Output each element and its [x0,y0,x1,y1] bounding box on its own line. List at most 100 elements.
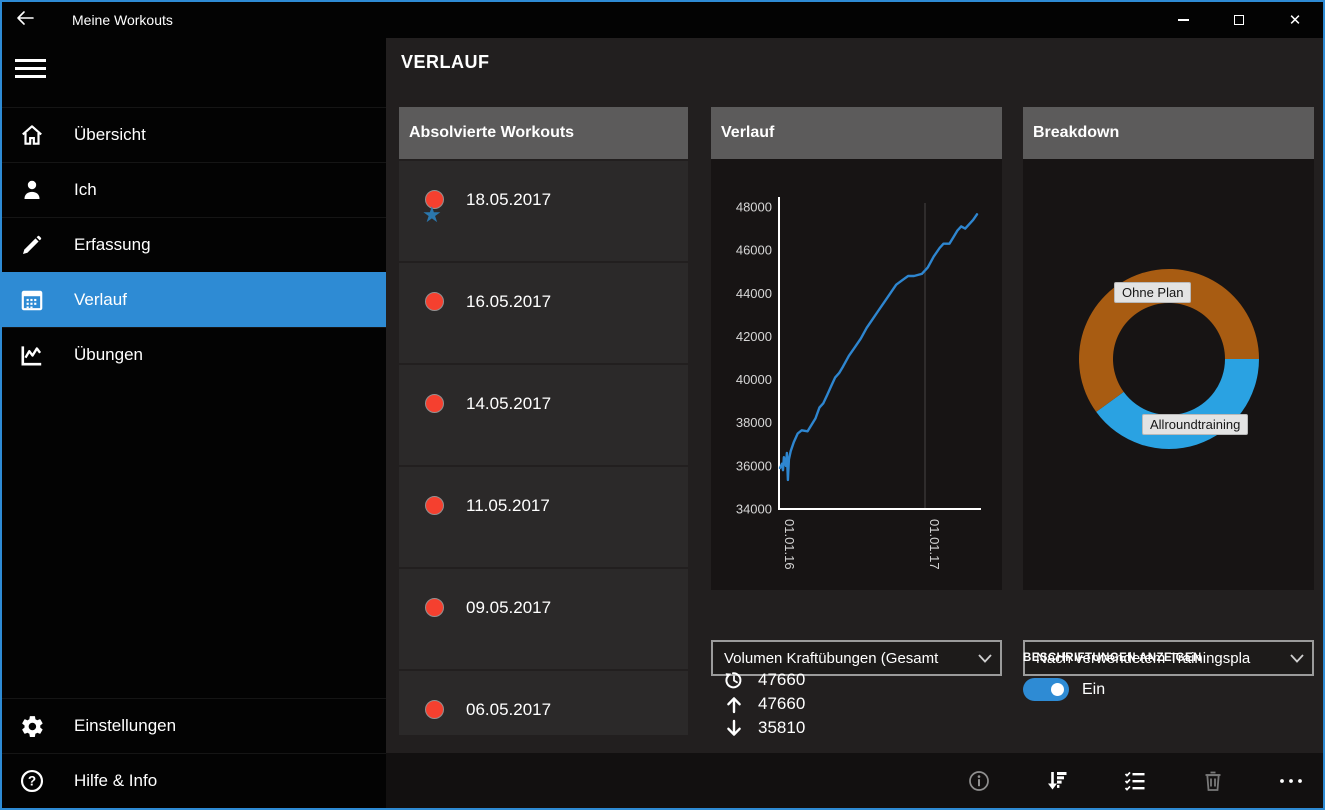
info-icon [969,770,989,791]
chevron-down-icon [978,653,992,663]
page-title: VERLAUF [401,52,490,72]
workout-status-dot [425,292,444,311]
title-bar: Meine Workouts ✕ [2,2,1323,38]
svg-text:01.01.17: 01.01.17 [927,519,942,570]
history-icon [723,670,745,690]
line-chart-area: 48000 46000 44000 42000 40000 38000 36000 34000… [711,159,1002,590]
sidebar-menu: Übersicht Ich Erfassung Verlauf [2,107,386,382]
back-arrow-icon [15,8,35,33]
chevron-down-icon [1290,653,1304,663]
workout-list-item[interactable]: 09.05.2017 [399,569,688,669]
more-ellipsis-icon [1280,778,1302,783]
chart-metric-dropdown[interactable]: Volumen Kraftübungen (Gesamt [711,640,1002,676]
sidebar-item-label: Erfassung [74,235,151,254]
sidebar-item-uebungen[interactable]: Übungen [2,327,386,382]
completed-workouts-panel: Absolvierte Workouts ★ 18.05.2017 16.05.… [399,107,688,735]
stat-max: 47660 [723,692,805,716]
workout-status-dot [425,496,444,515]
close-icon: ✕ [1288,11,1302,29]
pencil-icon [2,233,62,257]
arrow-down-icon [723,719,745,738]
stat-last: 47660 [723,668,805,692]
sidebar-item-ich[interactable]: Ich [2,162,386,217]
workout-list-item[interactable]: 14.05.2017 [399,365,688,465]
workout-date: 06.05.2017 [466,700,552,719]
maximize-button[interactable] [1211,2,1267,38]
donut-chart [1079,268,1259,449]
labels-toggle-state: Ein [1082,680,1106,698]
workout-list-item[interactable]: 11.05.2017 [399,467,688,567]
window-controls: ✕ [1155,2,1323,38]
line-chart: 48000 46000 44000 42000 40000 38000 36000 34000… [736,197,981,570]
main-content: VERLAUF Absolvierte Workouts ★ 18.05.201… [386,38,1323,753]
sort-descending-icon [1048,771,1067,789]
sidebar-item-label: Ich [74,180,97,199]
stat-last-value: 47660 [758,670,806,689]
donut-chart-area: Ohne Plan Allroundtraining [1023,159,1314,590]
multi-select-button[interactable] [1111,757,1159,805]
person-icon [2,178,62,202]
app-title: Meine Workouts [72,12,173,28]
workout-date: 14.05.2017 [466,394,552,413]
hamburger-menu-button[interactable] [15,48,63,88]
verlauf-chart-panel: Verlauf 48000 46000 44000 42000 40000 38000 36… [711,107,1002,590]
workouts-panel-header: Absolvierte Workouts [399,107,688,159]
toggle-knob [1051,683,1064,696]
trash-icon [1205,771,1221,791]
delete-button[interactable] [1189,757,1237,805]
workout-list-item[interactable]: 16.05.2017 [399,263,688,363]
workout-list-item[interactable]: ★ 18.05.2017 [399,161,688,261]
sidebar-item-label: Übersicht [74,125,146,144]
sidebar-bottom-menu: Einstellungen ? Hilfe & Info [2,698,386,808]
sidebar-item-hilfe-info[interactable]: ? Hilfe & Info [2,753,386,808]
back-button[interactable] [2,2,48,38]
more-button[interactable] [1267,757,1315,805]
home-icon [2,122,62,148]
sidebar-item-label: Verlauf [74,290,127,309]
workout-date: 09.05.2017 [466,598,552,617]
workout-list-item[interactable]: 06.05.2017 [399,671,688,735]
sidebar-item-einstellungen[interactable]: Einstellungen [2,698,386,753]
sidebar-item-label: Übungen [74,345,144,364]
minimize-icon [1177,19,1189,21]
sidebar-item-label: Einstellungen [74,716,177,735]
breakdown-grouping-dropdown-value: Nach verwendetem Trainingspla [1036,649,1251,667]
chart-metric-dropdown-value: Volumen Kraftübungen (Gesamt [724,649,939,667]
chart-stats: 47660 47660 35810 [723,668,805,740]
multi-select-icon [1124,771,1145,791]
gear-icon [2,714,62,739]
svg-text:36000: 36000 [736,458,772,473]
info-button[interactable] [955,757,1003,805]
help-icon: ? [2,768,62,794]
labels-caption: BESCHRIFTUNGEN ANZEIGEN [1023,652,1202,664]
svg-text:01.01.16: 01.01.16 [782,519,797,570]
breakdown-panel-header: Breakdown [1023,107,1314,159]
favorite-star-icon: ★ [422,202,442,227]
workout-status-dot [425,598,444,617]
labels-toggle-row: Ein [1023,678,1105,701]
stat-min: 35810 [723,716,805,740]
svg-text:48000: 48000 [736,200,772,215]
minimize-button[interactable] [1155,2,1211,38]
arrow-up-icon [723,695,745,714]
donut-label-ohne-plan: Ohne Plan [1114,282,1192,303]
svg-text:?: ? [28,774,36,789]
workout-date: 16.05.2017 [466,292,552,311]
donut-label-allroundtraining: Allroundtraining [1142,414,1249,435]
labels-toggle-switch[interactable] [1023,678,1069,701]
sidebar-item-uebersicht[interactable]: Übersicht [2,107,386,162]
maximize-icon [1234,15,1244,25]
workout-status-dot [425,394,444,413]
sidebar-item-verlauf[interactable]: Verlauf [2,272,386,327]
sort-descending-button[interactable] [1033,757,1081,805]
svg-text:42000: 42000 [736,329,772,344]
workout-date: 11.05.2017 [466,496,550,515]
calendar-icon [2,287,62,313]
close-button[interactable]: ✕ [1267,2,1323,38]
svg-text:34000: 34000 [736,502,772,517]
sidebar-item-erfassung[interactable]: Erfassung [2,217,386,272]
breakdown-grouping-dropdown[interactable]: Nach verwendetem Trainingspla [1023,640,1314,676]
svg-text:38000: 38000 [736,415,772,430]
command-bar [386,753,1323,808]
